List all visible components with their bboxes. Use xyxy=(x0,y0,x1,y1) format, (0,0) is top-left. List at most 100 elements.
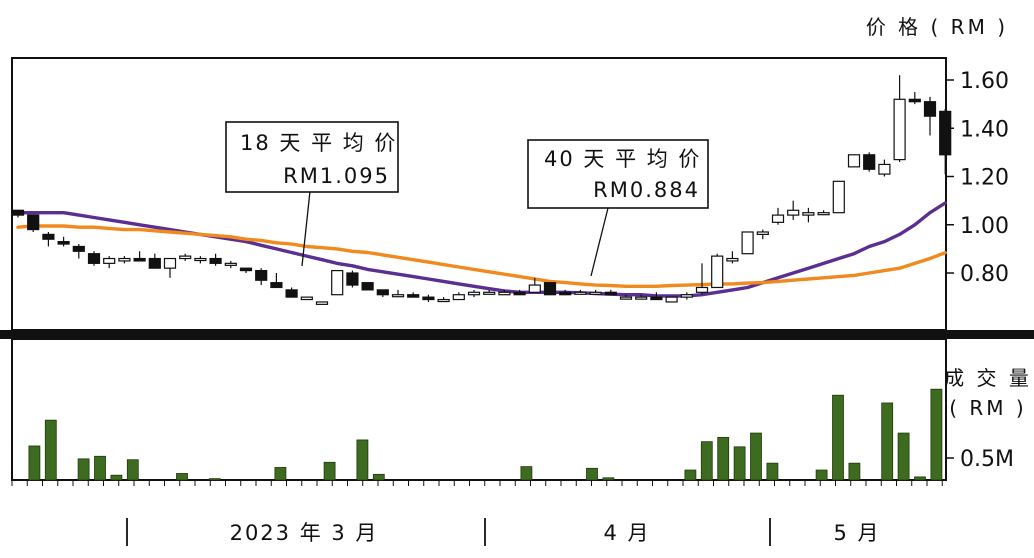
volume-bar xyxy=(372,473,385,481)
candle-body-up xyxy=(331,269,344,296)
candle xyxy=(635,294,648,300)
candle-body-down xyxy=(939,110,952,156)
volume-bar xyxy=(323,461,336,481)
volume-axis: 0.5M xyxy=(946,447,1014,472)
candle-body-down xyxy=(376,289,389,296)
candle-body-up xyxy=(771,214,785,223)
candle xyxy=(559,289,572,296)
price-tick-label: 1.40 xyxy=(960,117,1009,142)
candle-body-down xyxy=(285,289,298,298)
candle-body-up xyxy=(680,294,693,298)
candle-body-up xyxy=(756,231,769,236)
candle xyxy=(817,210,830,216)
price-panel-frame xyxy=(11,57,947,331)
candle xyxy=(528,277,541,293)
candle xyxy=(27,214,40,232)
candle xyxy=(376,289,389,298)
candle xyxy=(893,75,906,163)
candle-body-down xyxy=(543,282,557,296)
moving-average-lines xyxy=(16,201,947,298)
candle xyxy=(787,200,800,220)
candle xyxy=(665,296,678,303)
candle-body-down xyxy=(604,291,617,296)
candle xyxy=(619,294,633,300)
candle-body-up xyxy=(498,291,511,296)
volume-bar xyxy=(520,466,533,481)
volume-tick-label: 0.5M xyxy=(960,447,1014,472)
candle xyxy=(57,236,70,247)
price-tick-label: 0.80 xyxy=(960,262,1009,287)
candle-body-up xyxy=(893,98,906,161)
candle-body-up xyxy=(847,154,861,168)
volume-bar xyxy=(356,439,369,481)
ma18-callout-box xyxy=(225,121,399,193)
candle xyxy=(923,96,937,136)
candle-body-up xyxy=(741,231,754,255)
candle xyxy=(604,289,617,296)
candle xyxy=(422,294,435,302)
month-label: 4 月 xyxy=(603,521,650,545)
ma18-line xyxy=(16,201,947,298)
candle-body-down xyxy=(361,282,374,291)
ma40-callout: 40 天 平 均 价 RM0.884 xyxy=(527,139,709,277)
month-label: 5 月 xyxy=(833,521,880,545)
candle xyxy=(513,289,526,296)
volume-axis-title-line2: ( RM ) xyxy=(949,396,1026,420)
ma40-line xyxy=(16,224,947,288)
candle-body-up xyxy=(437,298,450,303)
candle xyxy=(133,251,146,262)
candle-body-down xyxy=(87,253,101,264)
price-axis-title: 价 格 ( RM ) xyxy=(866,15,1008,39)
candle-body-down xyxy=(923,101,937,117)
candle xyxy=(680,292,693,300)
volume-bar xyxy=(848,462,861,481)
candle-body-down xyxy=(270,282,283,289)
candle-body-up xyxy=(467,291,481,296)
candle xyxy=(650,292,663,301)
candle-body-down xyxy=(239,267,253,272)
candle-body-up xyxy=(194,257,207,262)
candle-body-up xyxy=(695,286,709,293)
candle xyxy=(239,267,253,273)
ma40-callout-value: RM0.884 xyxy=(593,178,700,202)
volume-bar xyxy=(832,394,844,481)
candle xyxy=(878,159,891,177)
volume-axis-title-line1: 成 交 量 xyxy=(944,366,1032,390)
candle xyxy=(908,92,921,105)
candle xyxy=(209,253,222,266)
candle xyxy=(756,229,769,240)
candle xyxy=(863,152,876,172)
candle-body-up xyxy=(787,209,800,216)
volume-bar xyxy=(733,446,746,481)
candle-body-up xyxy=(179,255,192,260)
volume-bar xyxy=(77,458,90,481)
volume-bar xyxy=(897,432,910,481)
candle-body-down xyxy=(148,257,161,269)
candle-body-down xyxy=(650,296,663,301)
volume-bar xyxy=(586,467,598,481)
candle xyxy=(939,108,952,175)
candle xyxy=(285,287,298,298)
candle xyxy=(726,251,739,264)
volume-bar xyxy=(274,467,287,481)
candle-body-down xyxy=(11,209,25,216)
candle-body-up xyxy=(483,291,496,295)
candle-body-up xyxy=(118,257,131,262)
candle xyxy=(194,256,207,264)
candle xyxy=(224,260,237,269)
ma18-callout-value: RM1.095 xyxy=(283,164,390,188)
candle-body-down xyxy=(209,257,222,264)
candle-body-up xyxy=(103,257,116,264)
candle xyxy=(148,253,161,269)
candle xyxy=(163,257,177,278)
candle-body-up xyxy=(452,294,465,301)
candle-body-down xyxy=(27,214,40,231)
candle-body-down xyxy=(72,245,85,252)
candle-body-up xyxy=(817,212,830,216)
price-tick-label: 1.20 xyxy=(960,166,1009,191)
volume-bar xyxy=(914,476,926,481)
candle xyxy=(589,289,602,295)
candle xyxy=(574,289,587,295)
candle-body-up xyxy=(163,257,177,269)
candle xyxy=(103,256,116,269)
